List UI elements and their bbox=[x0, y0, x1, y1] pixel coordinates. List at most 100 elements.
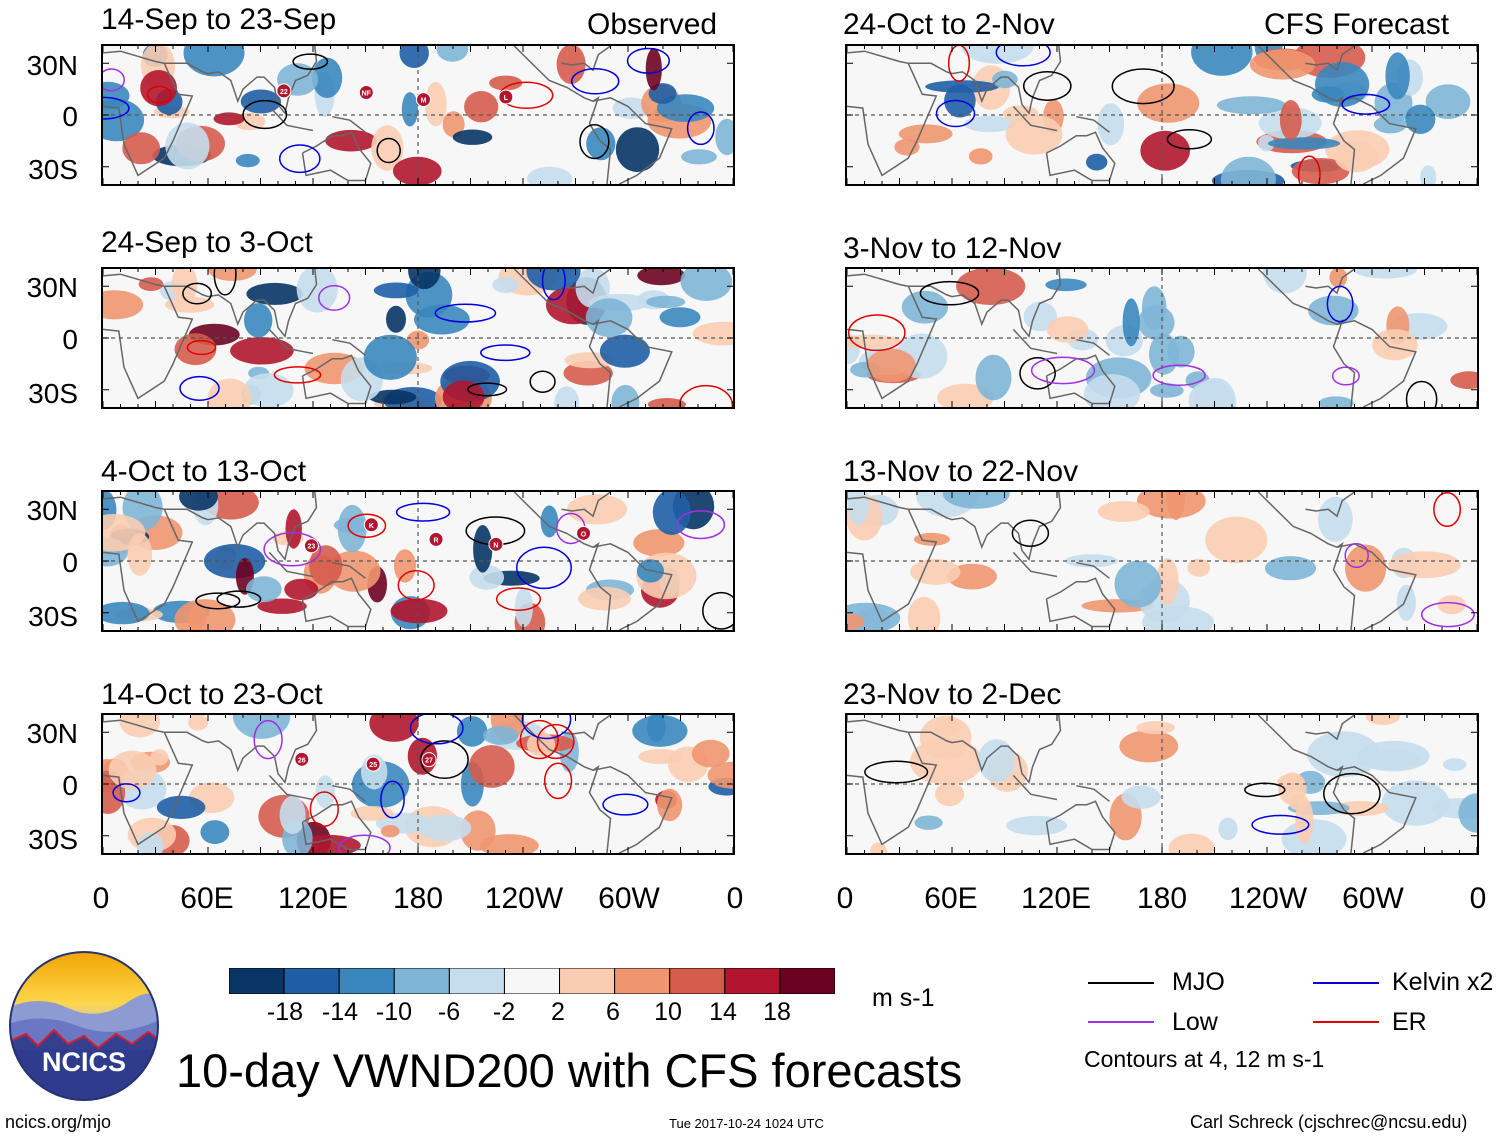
anomaly-cell bbox=[232, 715, 291, 739]
anomaly-cell bbox=[399, 46, 429, 68]
lon-label-60e-left: 60E bbox=[180, 882, 234, 915]
anomaly-cell bbox=[847, 492, 869, 526]
anomaly-cell bbox=[646, 295, 686, 309]
wave-contour bbox=[935, 99, 976, 128]
anomaly-cell bbox=[575, 269, 610, 309]
anomaly-cell bbox=[456, 716, 488, 747]
anomaly-cell bbox=[611, 384, 640, 407]
anomaly-cell bbox=[1291, 158, 1350, 184]
lon-label-120e-right: 120E bbox=[1020, 882, 1092, 915]
wave-contour bbox=[112, 783, 141, 803]
colorbar-swatch-5 bbox=[448, 968, 505, 994]
lon-label-60w-right: 60W bbox=[1342, 882, 1404, 915]
observed-column-label: Observed bbox=[587, 8, 718, 41]
colorbar-swatch-11 bbox=[779, 968, 835, 994]
legend-line-low bbox=[1088, 1021, 1154, 1023]
lon-label-0-left: 0 bbox=[92, 882, 110, 915]
anomaly-cell bbox=[647, 398, 686, 407]
colorbar-swatch-6 bbox=[503, 968, 561, 994]
wave-contour bbox=[602, 793, 649, 816]
coastline bbox=[561, 269, 611, 295]
anomaly-cell bbox=[1122, 298, 1140, 347]
anomaly-cell bbox=[401, 92, 418, 127]
colorbar-label-2: -14 bbox=[321, 998, 359, 1026]
coastline bbox=[1076, 784, 1110, 802]
anomaly-cell bbox=[1119, 730, 1179, 763]
lon-label-120w-right: 120W bbox=[1228, 882, 1308, 915]
wave-contour bbox=[847, 314, 906, 352]
anomaly-cell bbox=[1405, 104, 1436, 134]
anomaly-cell bbox=[1086, 153, 1108, 171]
anomaly-cell bbox=[975, 354, 1012, 401]
lat-label-30n-row4: 30N bbox=[26, 718, 78, 749]
observed-map-panel-4: 26 25 27 bbox=[101, 713, 735, 855]
anomaly-cell bbox=[489, 75, 523, 91]
anomaly-cell bbox=[309, 545, 343, 587]
anomaly-cell bbox=[1167, 335, 1195, 368]
wave-contour bbox=[397, 570, 435, 601]
wave-contour bbox=[182, 282, 213, 305]
anomaly-cell bbox=[866, 348, 916, 383]
anomaly-cell bbox=[1311, 86, 1345, 103]
anomaly-cell bbox=[1097, 501, 1150, 522]
anomaly-cell bbox=[473, 525, 493, 573]
anomaly-cell bbox=[103, 514, 146, 552]
anomaly-cell bbox=[645, 48, 662, 91]
anomaly-cell bbox=[898, 124, 953, 144]
anomaly-cell bbox=[935, 782, 965, 807]
colorbar-label-7: 6 bbox=[606, 998, 620, 1026]
storm-marker: R bbox=[428, 531, 444, 547]
anomaly-cell bbox=[1249, 49, 1316, 80]
wave-contour bbox=[263, 532, 322, 567]
anomaly-cell bbox=[586, 127, 616, 161]
anomaly-cell bbox=[394, 549, 416, 583]
coastline bbox=[1076, 115, 1110, 133]
coastline bbox=[103, 719, 194, 846]
storm-marker: 27 bbox=[421, 752, 437, 768]
anomaly-cell bbox=[103, 290, 144, 320]
anomaly-cell bbox=[1329, 269, 1348, 288]
anomaly-cell bbox=[208, 269, 257, 281]
wave-contour bbox=[376, 137, 401, 164]
lon-label-180-right: 180 bbox=[1136, 882, 1188, 915]
colorbar-label-10: 18 bbox=[763, 998, 791, 1026]
anomaly-cell bbox=[1372, 329, 1418, 361]
wave-contour bbox=[186, 339, 217, 356]
wave-contour bbox=[434, 303, 497, 323]
ncics-logo-text: NCICS bbox=[42, 1047, 126, 1077]
wave-contour bbox=[678, 384, 733, 407]
colorbar-swatch-9 bbox=[669, 968, 726, 994]
coastline bbox=[1305, 715, 1355, 741]
anomaly-cell bbox=[870, 842, 887, 853]
main-title: 10-day VWND200 with CFS forecasts bbox=[176, 1044, 963, 1097]
anomaly-cell bbox=[1141, 286, 1167, 330]
coastline bbox=[332, 784, 366, 802]
coastline bbox=[164, 715, 318, 784]
anomaly-cell bbox=[567, 494, 628, 525]
anomaly-cell bbox=[554, 386, 580, 407]
anomaly-cell bbox=[1381, 780, 1450, 826]
observed-map-3-svg: 23 K R N O bbox=[103, 492, 733, 630]
storm-marker: 26 bbox=[294, 751, 310, 767]
anomaly-cell bbox=[1264, 556, 1317, 581]
storm-label: L bbox=[504, 95, 509, 102]
anomaly-cell bbox=[390, 598, 448, 624]
coastline bbox=[1045, 131, 1116, 182]
anomaly-cell bbox=[1353, 269, 1418, 279]
anomaly-cell bbox=[380, 825, 400, 838]
wave-contour bbox=[702, 591, 733, 630]
wave-contour bbox=[309, 791, 339, 827]
lat-label-eq-row2: 0 bbox=[62, 324, 78, 355]
colorbar-label-8: 10 bbox=[654, 998, 682, 1026]
coastline bbox=[1045, 577, 1116, 628]
wave-contour bbox=[103, 68, 125, 92]
anomaly-cell bbox=[1262, 269, 1307, 294]
anomaly-cell bbox=[1114, 560, 1162, 608]
anomaly-cell bbox=[942, 492, 1010, 509]
coastline bbox=[847, 719, 938, 846]
anomaly-cell bbox=[213, 112, 245, 126]
anomaly-cell bbox=[1373, 115, 1407, 134]
anomaly-cell bbox=[1258, 134, 1275, 152]
wave-contour bbox=[529, 370, 556, 393]
anomaly-cell bbox=[243, 373, 294, 407]
